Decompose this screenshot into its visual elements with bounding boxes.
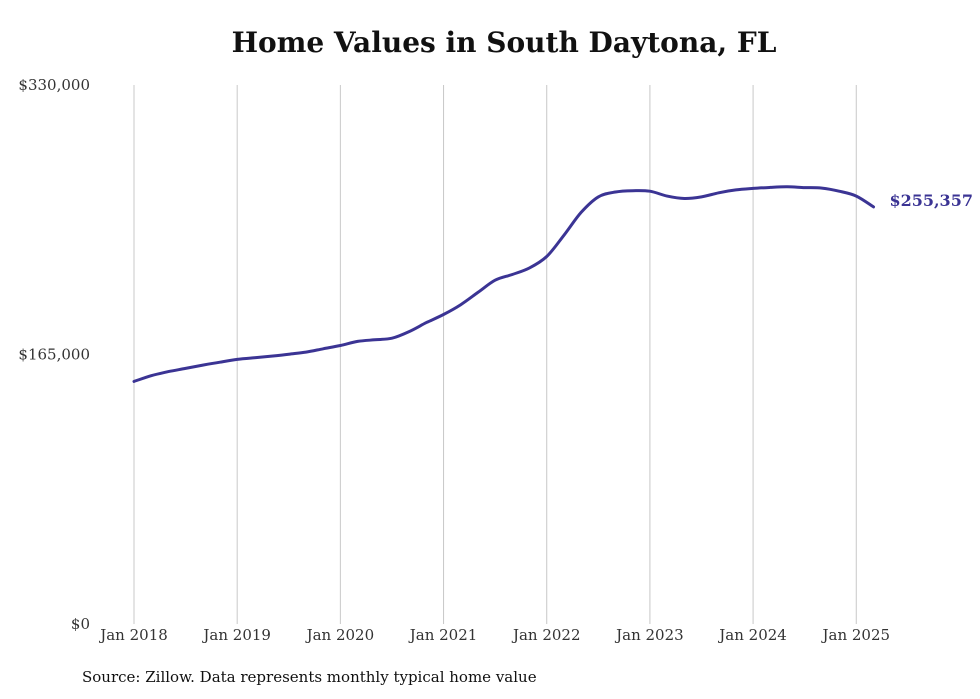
x-tick-label: Jan 2018 bbox=[98, 626, 168, 644]
x-tick-label: Jan 2019 bbox=[201, 626, 271, 644]
y-axis-tick-labels: $0 $165,000 $330,000 bbox=[18, 76, 90, 633]
y-tick-label: $165,000 bbox=[18, 346, 90, 364]
y-tick-label: $0 bbox=[71, 615, 90, 633]
x-tick-label: Jan 2020 bbox=[305, 626, 375, 644]
x-tick-label: Jan 2024 bbox=[717, 626, 787, 644]
x-tick-label: Jan 2025 bbox=[820, 626, 890, 644]
x-tick-label: Jan 2022 bbox=[511, 626, 581, 644]
x-tick-label: Jan 2021 bbox=[408, 626, 478, 644]
x-axis-tick-labels: Jan 2018 Jan 2019 Jan 2020 Jan 2021 Jan 2022… bbox=[98, 626, 890, 644]
chart-title: Home Values in South Daytona, FL bbox=[231, 26, 777, 59]
x-tick-label: Jan 2023 bbox=[614, 626, 684, 644]
y-tick-label: $330,000 bbox=[18, 76, 90, 94]
source-note: Source: Zillow. Data represents monthly … bbox=[82, 668, 537, 686]
vertical-gridlines bbox=[133, 85, 857, 624]
home-value-series-line bbox=[132, 185, 875, 383]
latest-value-label: $255,357 bbox=[889, 191, 973, 210]
